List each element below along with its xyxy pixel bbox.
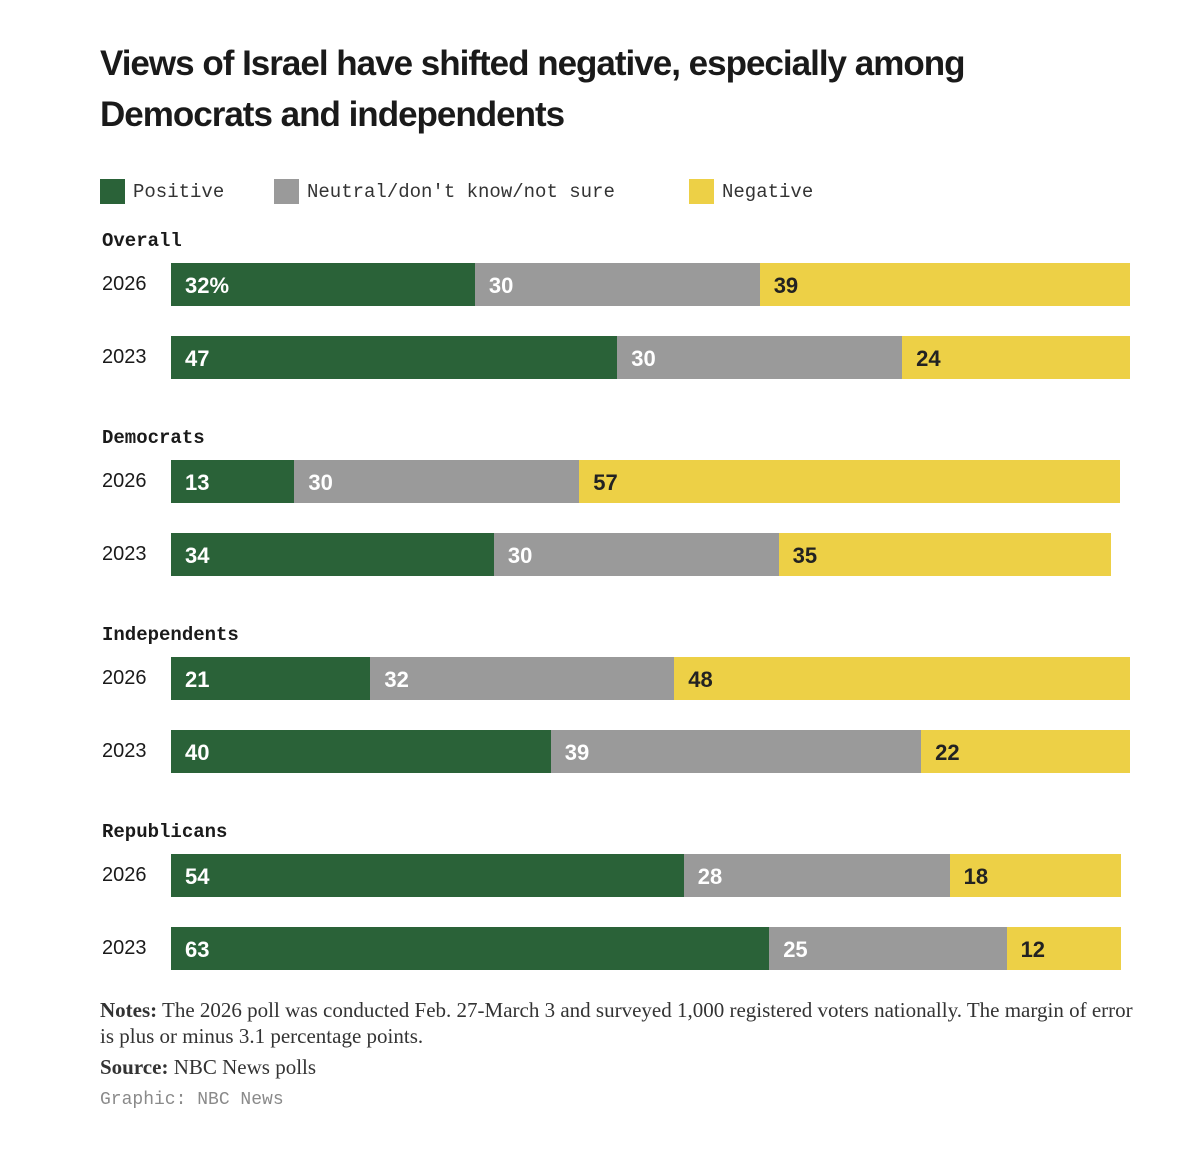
data-label-neutral: 30 — [507, 543, 533, 568]
bar-segment-negative-democrats-2026: 57 — [579, 460, 1121, 503]
chart-title: Views of Israel have shifted negative, e… — [100, 44, 965, 134]
group-label-republicans: Republicans — [102, 821, 228, 843]
data-label-negative: 12 — [1020, 937, 1046, 962]
bar-segment-negative-republicans-2026: 18 — [949, 854, 1121, 897]
notes-text: The 2026 poll was conducted Feb. 27-Marc… — [100, 998, 1133, 1048]
data-label-negative: 39 — [773, 273, 799, 298]
data-label-neutral: 30 — [631, 346, 656, 371]
data-label-negative: 48 — [688, 667, 713, 692]
bar-segment-positive-overall-2023: 47 — [171, 336, 618, 379]
bar-segment-positive-republicans-2026: 54 — [171, 854, 684, 897]
year-label-democrats-2026: 2026 — [102, 470, 147, 492]
data-label-positive: 34 — [185, 543, 210, 568]
bar-segment-neutral-republicans-2023: 25 — [769, 927, 1007, 970]
group-label-overall: Overall — [102, 230, 182, 252]
bar-segment-positive-independents-2023: 40 — [171, 730, 551, 773]
graphic-credit: Graphic: NBC News — [100, 1090, 284, 1110]
data-label-negative: 18 — [963, 864, 989, 889]
year-label-republicans-2026: 2026 — [102, 864, 147, 886]
legend-swatch-positive — [100, 179, 125, 204]
notes-label: Notes: — [100, 998, 158, 1022]
bar-segment-negative-democrats-2023: 35 — [778, 533, 1111, 576]
data-label-negative: 22 — [935, 740, 960, 765]
bar-segment-positive-republicans-2023: 63 — [171, 927, 770, 970]
group-label-independents: Independents — [102, 624, 239, 646]
bar-segment-positive-democrats-2023: 34 — [171, 533, 494, 576]
data-label-negative: 24 — [916, 346, 941, 371]
bar-segment-neutral-overall-2023: 30 — [617, 336, 903, 379]
source-label: Source: — [100, 1055, 169, 1079]
bar-segment-neutral-republicans-2026: 28 — [683, 854, 950, 897]
bar-segment-positive-overall-2026: 32% — [171, 263, 475, 306]
data-label-positive: 21 — [185, 667, 210, 692]
data-label-neutral: 39 — [564, 740, 590, 765]
bar-segment-positive-democrats-2026: 13 — [171, 460, 295, 503]
source-text: NBC News polls — [168, 1055, 317, 1079]
bar-segment-neutral-democrats-2023: 30 — [493, 533, 779, 576]
data-label-positive: 54 — [185, 864, 210, 889]
data-label-positive: 63 — [185, 937, 210, 962]
data-label-neutral: 30 — [488, 273, 514, 298]
legend-swatch-neutral — [274, 179, 299, 204]
bar-segment-positive-independents-2026: 21 — [171, 657, 371, 700]
bar-segment-negative-overall-2023: 24 — [902, 336, 1130, 379]
data-label-neutral: 32 — [384, 667, 409, 692]
bar-segment-negative-independents-2023: 22 — [921, 730, 1130, 773]
group-label-democrats: Democrats — [102, 427, 205, 449]
bar-segment-neutral-independents-2023: 39 — [550, 730, 922, 773]
legend-item-neutral: Neutral/don't know/not sure — [274, 179, 615, 204]
bar-segment-neutral-independents-2026: 32 — [370, 657, 675, 700]
year-label-overall-2026: 2026 — [102, 273, 147, 295]
year-label-democrats-2023: 2023 — [102, 543, 147, 565]
data-label-neutral: 28 — [697, 864, 723, 889]
data-label-positive: 40 — [185, 740, 210, 765]
bar-segment-neutral-overall-2026: 30 — [474, 263, 760, 306]
bar-segment-negative-independents-2026: 48 — [674, 657, 1130, 700]
year-label-independents-2023: 2023 — [102, 740, 147, 762]
year-label-republicans-2023: 2023 — [102, 937, 147, 959]
data-label-neutral: 25 — [783, 937, 808, 962]
chart-notes: Notes: The 2026 poll was conducted Feb. … — [100, 997, 1140, 1049]
data-label-negative: 35 — [792, 543, 818, 568]
bar-segment-negative-overall-2026: 39 — [759, 263, 1130, 306]
data-label-positive: 47 — [185, 346, 210, 371]
legend-label-neutral: Neutral/don't know/not sure — [307, 180, 615, 203]
legend-item-positive: Positive — [100, 179, 224, 204]
legend-swatch-negative — [689, 179, 714, 204]
data-label-negative: 57 — [593, 470, 618, 495]
year-label-overall-2023: 2023 — [102, 346, 147, 368]
legend-label-negative: Negative — [722, 180, 814, 203]
bar-segment-negative-republicans-2023: 12 — [1006, 927, 1121, 970]
year-label-independents-2026: 2026 — [102, 667, 147, 689]
legend-item-negative: Negative — [689, 179, 813, 204]
data-label-positive: 13 — [185, 470, 210, 495]
legend-label-positive: Positive — [133, 180, 225, 203]
data-label-neutral: 30 — [308, 470, 333, 495]
data-label-positive: 32% — [185, 273, 230, 298]
chart-source: Source: NBC News polls — [100, 1055, 316, 1080]
bar-segment-neutral-democrats-2026: 30 — [294, 460, 580, 503]
